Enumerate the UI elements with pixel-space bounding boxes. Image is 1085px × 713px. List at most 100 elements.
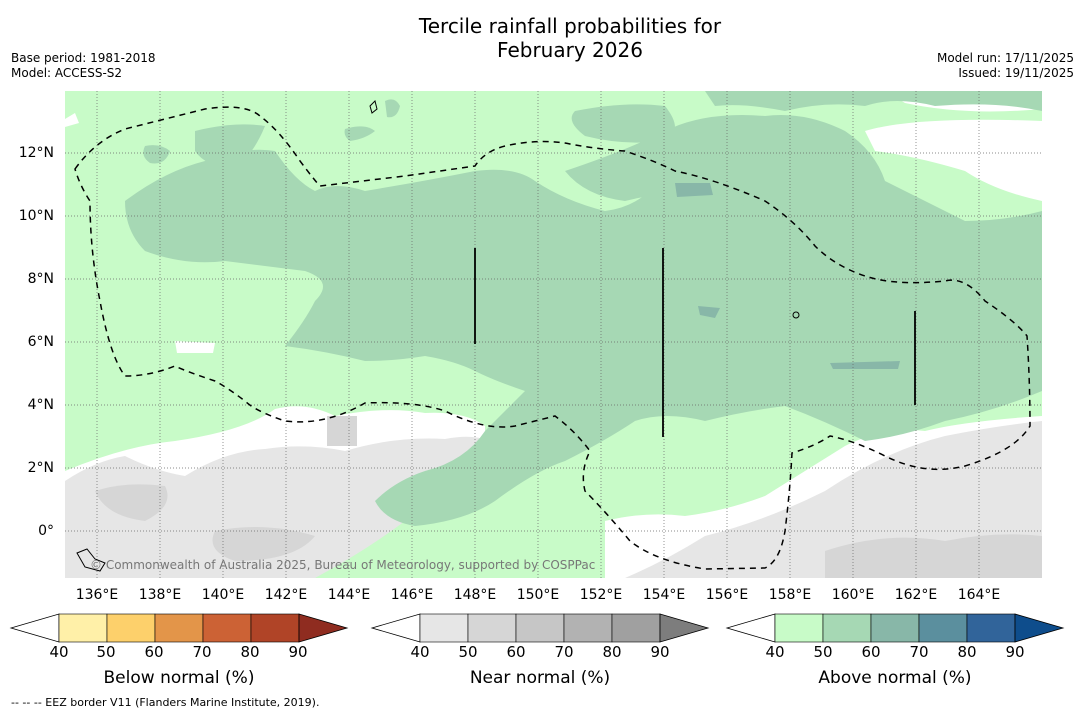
colorbar-extend-right xyxy=(298,613,349,643)
above-normal-region xyxy=(344,126,375,141)
above-normal-region xyxy=(195,124,265,171)
lon-label: 162°E xyxy=(894,587,938,603)
colorbar-segment xyxy=(918,613,968,643)
base-period: Base period: 1981-2018 xyxy=(11,51,156,65)
near-normal-region xyxy=(212,527,315,561)
colorbar-segment xyxy=(154,613,204,643)
colorbar-segment xyxy=(467,613,517,643)
colorbar-tick: 80 xyxy=(957,643,977,661)
colorbar-extend-left xyxy=(9,613,60,643)
above-normal-region xyxy=(705,91,1042,111)
near-normal-region xyxy=(825,534,1042,578)
near-normal-region xyxy=(625,421,1042,578)
colorbar-segment xyxy=(58,613,108,643)
colorbar-tick: 50 xyxy=(813,643,833,661)
above-normal-region xyxy=(830,361,900,369)
map-title: Tercile rainfall probabilities for Febru… xyxy=(0,14,1085,62)
colorbar-tick: 60 xyxy=(506,643,526,661)
title-line-1: Tercile rainfall probabilities for xyxy=(418,14,722,38)
island-outline xyxy=(369,100,378,114)
issued-date: Issued: 19/11/2025 xyxy=(958,66,1074,80)
above-normal-region xyxy=(571,104,675,143)
meta-left: Base period: 1981-2018 Model: ACCESS-S2 xyxy=(11,51,156,81)
meta-right: Model run: 17/11/2025 Issued: 19/11/2025 xyxy=(937,51,1074,81)
near-normal-region xyxy=(327,416,357,446)
colorbar-tick: 90 xyxy=(1005,643,1025,661)
title-line-2: February 2026 xyxy=(497,38,643,62)
colorbar-tick: 80 xyxy=(602,643,622,661)
colorbar-tick: 40 xyxy=(410,643,430,661)
colorbar-below-title: Below normal (%) xyxy=(103,668,255,688)
colorbar-above xyxy=(725,613,1065,643)
lon-label: 138°E xyxy=(138,587,182,603)
lat-label: 6°N xyxy=(27,334,54,350)
above-normal-region xyxy=(565,115,1042,268)
no-signal-region xyxy=(65,406,485,486)
colorbar-segment xyxy=(870,613,920,643)
near-normal-region xyxy=(65,436,505,578)
eez-border xyxy=(74,106,1031,570)
lon-label: 154°E xyxy=(642,587,686,603)
lat-label: 10°N xyxy=(18,208,54,224)
lon-label: 142°E xyxy=(264,587,308,603)
colorbar-tick: 60 xyxy=(861,643,881,661)
colorbar-tick: 40 xyxy=(49,643,69,661)
colorbar-near xyxy=(370,613,710,643)
colorbar-tick: 80 xyxy=(240,643,260,661)
colorbar-tick: 90 xyxy=(288,643,308,661)
colorbar-tick: 90 xyxy=(650,643,670,661)
colorbar-near-title: Near normal (%) xyxy=(469,668,611,688)
colorbar-tick: 70 xyxy=(554,643,574,661)
no-signal-region xyxy=(65,113,79,127)
above-normal-region xyxy=(675,183,713,197)
island-outline xyxy=(792,311,800,319)
colorbar-above-title: Above normal (%) xyxy=(818,668,972,688)
map-area[interactable] xyxy=(65,91,1042,578)
coastline xyxy=(76,548,106,572)
lon-label: 136°E xyxy=(75,587,119,603)
model-name: Model: ACCESS-S2 xyxy=(11,66,123,80)
lon-label: 164°E xyxy=(957,587,1001,603)
colorbar-below xyxy=(9,613,349,643)
colorbar-tick: 60 xyxy=(144,643,164,661)
above-normal-region xyxy=(143,145,170,164)
no-signal-region xyxy=(865,119,1042,201)
colorbar-extend-right xyxy=(659,613,710,643)
above-normal-region xyxy=(698,306,720,318)
colorbar-segment xyxy=(515,613,565,643)
colorbar-extend-left xyxy=(725,613,776,643)
colorbar-segment xyxy=(419,613,469,643)
colorbar-segment xyxy=(774,613,824,643)
copyright-notice: © Commonwealth of Australia 2025, Bureau… xyxy=(90,558,596,572)
lon-label: 148°E xyxy=(453,587,497,603)
lon-label: 144°E xyxy=(327,587,371,603)
lon-label: 150°E xyxy=(516,587,560,603)
lat-label: 0° xyxy=(38,523,54,539)
lat-label: 8°N xyxy=(27,271,54,287)
model-run: Model run: 17/11/2025 xyxy=(936,51,1074,65)
colorbar-segment xyxy=(106,613,156,643)
colorbar-extend-left xyxy=(370,613,421,643)
graticule xyxy=(65,91,1042,578)
colorbar-segment xyxy=(611,613,661,643)
colorbar-tick: 50 xyxy=(458,643,478,661)
lon-label: 146°E xyxy=(390,587,434,603)
colorbar-segment xyxy=(202,613,252,643)
colorbar-segment xyxy=(822,613,872,643)
colorbar-segment xyxy=(563,613,613,643)
colorbars xyxy=(9,613,1065,643)
colorbar-extend-right xyxy=(1014,613,1065,643)
lon-label: 152°E xyxy=(579,587,623,603)
no-signal-region xyxy=(175,341,215,353)
lon-label: 158°E xyxy=(768,587,812,603)
colorbar-tick: 70 xyxy=(909,643,929,661)
lon-label: 140°E xyxy=(201,587,245,603)
colorbar-tick: 50 xyxy=(96,643,116,661)
eez-footnote: -- -- -- EEZ border V11 (Flanders Marine… xyxy=(11,696,320,709)
near-normal-region xyxy=(95,484,168,521)
lon-label: 156°E xyxy=(705,587,749,603)
map-canvas xyxy=(65,91,1042,578)
lat-label: 4°N xyxy=(27,397,54,413)
colorbar-segment xyxy=(250,613,300,643)
colorbar-tick: 70 xyxy=(192,643,212,661)
